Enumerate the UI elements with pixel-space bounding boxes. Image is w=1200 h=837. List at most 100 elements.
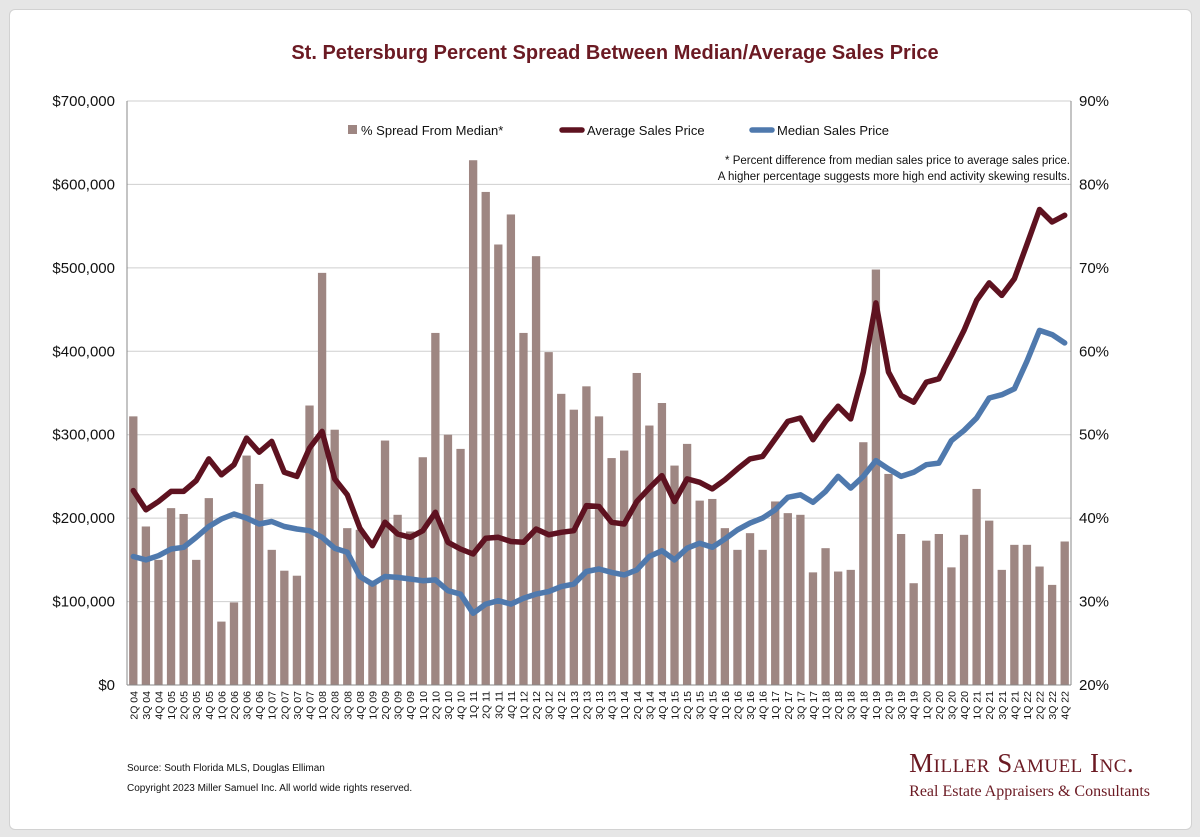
x-tick-label: 3Q 11 [493,691,505,719]
legend-label: Average Sales Price [587,123,705,138]
x-tick-label: 4Q 19 [909,691,921,720]
x-tick-labels: 2Q 04 3Q 04 4Q 04 1Q 05 2Q 05 3Q 05 4Q 05 1Q 06… [128,691,1071,720]
bar [217,621,226,685]
x-tick-label: 4Q 08 [355,691,367,720]
x-tick-label: 4Q 15 [707,691,719,720]
x-tick-label: 2Q 06 [229,691,241,720]
x-tick-label: 4Q 14 [657,691,669,720]
x-tick-label: 1Q 05 [166,691,178,720]
x-tick-label: 2Q 04 [128,691,140,720]
bar [456,448,465,685]
y-right-tick-label: 30% [1079,594,1109,611]
axes [126,101,1072,686]
x-tick-label: 2Q 22 [1035,691,1047,720]
bar [758,549,767,685]
x-tick-label: 1Q 11 [468,691,480,719]
bar [406,531,415,685]
legend-label: Median Sales Price [777,123,889,138]
x-tick-label: 4Q 22 [1060,691,1072,720]
x-tick-label: 1Q 13 [569,691,581,720]
y-right-tick-label: 50% [1079,427,1109,444]
x-tick-label: 4Q 07 [305,691,317,720]
x-tick-label: 3Q 15 [695,691,707,720]
bar [934,533,943,685]
x-tick-label: 2Q 12 [531,691,543,720]
bar [632,372,641,685]
bar [833,571,843,685]
x-tick-label: 2Q 17 [783,691,795,720]
x-tick-label: 4Q 18 [858,691,870,720]
bar [1060,541,1069,685]
y-right-tick-label: 70% [1079,260,1109,277]
x-tick-label: 1Q 08 [317,691,329,720]
bar [620,450,629,685]
x-tick-label: 1Q 19 [871,691,883,720]
x-tick-label: 1Q 18 [821,691,833,720]
y-right-tick-label: 40% [1079,510,1109,527]
legend-label: % Spread From Median* [361,123,503,138]
x-tick-label: 2Q 11 [481,691,493,719]
x-tick-label: 4Q 21 [1009,691,1021,720]
chart-title: St. Petersburg Percent Spread Between Me… [291,42,939,64]
bar [229,602,239,685]
x-tick-label: 4Q 04 [153,691,165,720]
bar [330,429,339,685]
x-tick-label: 1Q 10 [418,691,430,720]
x-tick-label: 3Q 06 [242,691,254,720]
x-tick-label: 2Q 05 [179,691,191,720]
x-tick-label: 2Q 18 [833,691,845,720]
bar [280,570,289,685]
x-tick-label: 1Q 09 [367,691,379,720]
bar [582,386,591,685]
bar [519,332,528,685]
bar [859,442,868,685]
bar [771,501,780,685]
x-tick-label: 3Q 16 [745,691,757,720]
bar [154,559,163,685]
footnote-line-2: A higher percentage suggests more high e… [717,171,1070,183]
x-tick-label: 4Q 13 [607,691,619,720]
y-left-tick-label: $700,000 [52,93,115,110]
x-tick-label: 2Q 08 [330,691,342,720]
y-left-tick-labels: $0 $100,000 $200,000 $300,000 $400,000 $500,0… [52,93,115,694]
x-tick-label: 2Q 15 [682,691,694,720]
bar [368,580,377,685]
x-tick-label: 3Q 20 [946,691,958,720]
x-tick-label: 3Q 10 [443,691,455,720]
x-tick-label: 1Q 22 [1022,691,1034,720]
source-text: Source: South Florida MLS, Douglas Ellim… [127,763,325,774]
bar [896,533,906,685]
bar [922,540,931,685]
bar [557,393,566,685]
x-tick-label: 3Q 18 [846,691,858,720]
bar [1047,584,1057,685]
bar [947,567,956,685]
x-tick-label: 1Q 12 [518,691,530,720]
legend-swatch-bar [348,125,357,134]
bar [745,533,755,685]
bar [343,528,352,685]
x-tick-label: 3Q 19 [896,691,908,720]
bar [166,508,176,685]
x-tick-label: 2Q 14 [632,691,644,720]
bar [292,575,302,685]
x-tick-label: 2Q 10 [430,691,442,720]
bar [909,583,918,685]
x-tick-label: 3Q 12 [544,691,556,720]
x-tick-label: 4Q 05 [204,691,216,720]
y-left-tick-label: $600,000 [52,176,115,193]
bar [141,526,151,685]
x-tick-label: 2Q 07 [279,691,291,720]
x-tick-label: 1Q 15 [670,691,682,720]
x-tick-label: 4Q 10 [456,691,468,720]
y-left-tick-label: $500,000 [52,260,115,277]
bar [972,488,981,685]
y-left-tick-label: $200,000 [52,510,115,527]
bar [494,244,503,686]
bar [481,191,490,686]
x-tick-label: 3Q 21 [997,691,1009,720]
x-tick-label: 1Q 07 [267,691,279,720]
bar [821,548,830,685]
bar [305,405,314,685]
x-tick-label: 2Q 20 [934,691,946,720]
